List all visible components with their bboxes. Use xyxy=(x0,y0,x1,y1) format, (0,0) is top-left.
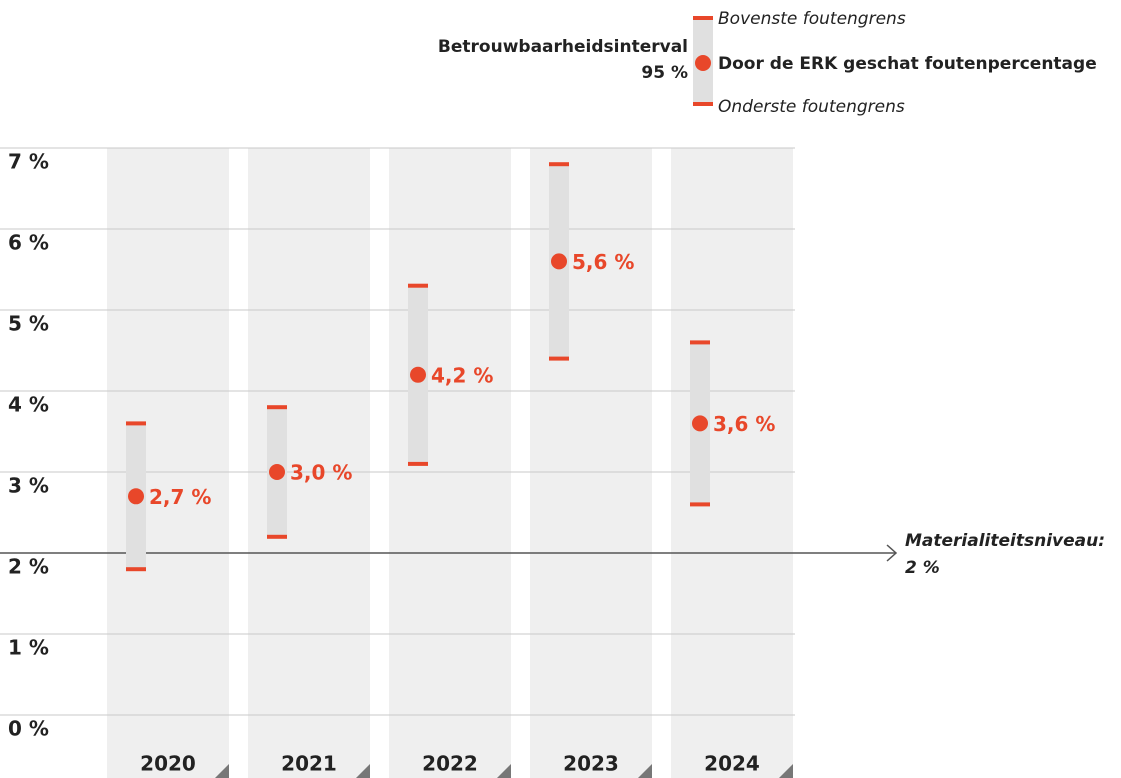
corner-mark xyxy=(497,764,511,778)
y-tick-label: 4 % xyxy=(8,393,49,417)
upper-cap xyxy=(408,283,428,288)
upper-cap xyxy=(549,162,569,167)
value-label: 4,2 % xyxy=(431,363,493,387)
y-tick-label: 1 % xyxy=(8,636,49,660)
corner-mark xyxy=(779,764,793,778)
threshold-label: 2 % xyxy=(905,558,940,578)
estimate-dot xyxy=(551,253,567,270)
x-tick-label: 2020 xyxy=(140,752,196,776)
lower-cap xyxy=(267,534,287,539)
y-tick-label: 6 % xyxy=(8,231,49,255)
y-tick-label: 0 % xyxy=(8,717,49,741)
upper-cap xyxy=(267,405,287,410)
y-tick-label: 2 % xyxy=(8,555,49,579)
column-background xyxy=(530,148,652,778)
corner-mark xyxy=(638,764,652,778)
lower-cap xyxy=(126,567,146,572)
corner-mark xyxy=(215,764,229,778)
column-background xyxy=(389,148,511,778)
x-tick-label: 2021 xyxy=(281,752,337,776)
legend-title: 95 % xyxy=(641,63,688,83)
legend-label: Onderste foutengrens xyxy=(718,97,905,117)
threshold-arrow xyxy=(886,544,898,562)
column-background xyxy=(107,148,229,778)
threshold-label: Materialiteitsniveau: xyxy=(905,531,1105,551)
estimate-dot xyxy=(128,488,144,505)
value-label: 2,7 % xyxy=(149,485,211,509)
value-label: 3,0 % xyxy=(290,461,352,485)
estimate-dot xyxy=(269,464,285,480)
y-tick-label: 5 % xyxy=(8,312,49,336)
legend-label: Bovenste foutengrens xyxy=(718,9,906,29)
legend-cap xyxy=(693,16,713,20)
legend-dot xyxy=(695,55,711,71)
column-background xyxy=(671,148,793,778)
upper-cap xyxy=(690,340,710,345)
x-tick-label: 2023 xyxy=(563,752,619,776)
upper-cap xyxy=(126,421,146,426)
lower-cap xyxy=(690,502,710,507)
background xyxy=(107,148,793,778)
value-label: 3,6 % xyxy=(713,412,775,436)
corner-mark xyxy=(356,764,370,778)
estimate-dot xyxy=(410,366,426,383)
value-label: 5,6 % xyxy=(572,250,634,274)
lower-cap xyxy=(549,356,569,361)
legend-title: Betrouwbaarheidsinterval xyxy=(438,37,688,57)
y-tick-label: 3 % xyxy=(8,474,49,498)
legend-label: Door de ERK geschat foutenpercentage xyxy=(718,54,1097,74)
x-tick-label: 2024 xyxy=(704,752,760,776)
legend-cap xyxy=(693,102,713,106)
y-tick-label: 7 % xyxy=(8,150,49,174)
x-tick-label: 2022 xyxy=(422,752,478,776)
estimate-dot xyxy=(692,415,708,432)
lower-cap xyxy=(408,461,428,466)
